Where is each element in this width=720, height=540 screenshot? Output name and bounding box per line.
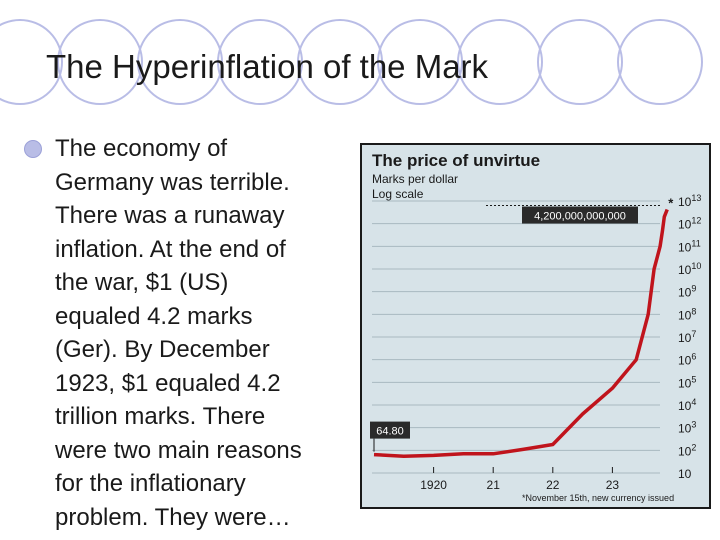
end-value-label: 4,200,000,000,000 — [534, 211, 626, 223]
y-tick-label: 107 — [678, 329, 696, 345]
x-tick-label: 1920 — [420, 478, 447, 492]
y-tick-label: 109 — [678, 284, 696, 300]
y-tick-label: 1010 — [678, 261, 701, 277]
inflation-chart: The price of unvirtue Marks per dollar Log… — [360, 143, 711, 509]
y-tick-label: 1011 — [678, 238, 701, 254]
body-line: Germany was terrible. — [55, 168, 290, 196]
series-line — [373, 208, 669, 458]
x-tick-label: 22 — [546, 478, 560, 492]
bullet-icon — [24, 140, 42, 158]
body-line: the war, $1 (US) — [55, 269, 229, 296]
notebook-rings-decoration — [0, 19, 703, 105]
y-tick-label: 102 — [678, 442, 696, 458]
body-line: for the inflationary — [55, 470, 246, 497]
y-tick-label: 1012 — [678, 216, 701, 232]
body-line: trillion marks. There — [55, 403, 266, 430]
chart-subtitle: Marks per dollar — [372, 172, 458, 186]
slide-body-text: The economy of Germany was terrible. There… — [55, 132, 355, 534]
slide-title: The Hyperinflation of the Mark — [46, 48, 489, 85]
y-tick-label: 105 — [678, 374, 696, 390]
chart-footnote: *November 15th, new currency issued — [522, 493, 674, 503]
body-line: (Ger). By December — [55, 336, 270, 363]
chart-title: The price of unvirtue — [372, 151, 540, 170]
body-line: There was a runaway — [55, 202, 285, 229]
body-line: The economy of — [55, 135, 228, 162]
body-line: equaled 4.2 marks — [55, 302, 253, 330]
start-label-box — [370, 421, 410, 439]
chart-svg: The price of unvirtue Marks per dollarLog… — [360, 143, 711, 509]
x-tick-label: 21 — [487, 478, 501, 492]
body-line: problem. They were… — [55, 503, 291, 531]
y-tick-label: 103 — [678, 420, 696, 436]
body-line: inflation. At the end of — [55, 235, 286, 263]
end-label-box — [522, 206, 638, 224]
y-tick-label: 106 — [678, 352, 696, 368]
y-tick-label: 10 — [678, 467, 692, 481]
end-asterisk: * — [668, 196, 674, 211]
body-line: were two main reasons — [55, 436, 302, 464]
y-tick-label: 108 — [678, 306, 696, 322]
x-tick-label: 23 — [606, 478, 620, 492]
y-tick-label: 1013 — [678, 193, 701, 209]
start-value-label: 64.80 — [376, 426, 404, 438]
y-tick-label: 104 — [678, 397, 696, 413]
body-line: 1923, $1 equaled 4.2 — [55, 369, 281, 397]
chart-scale-note: Log scale — [372, 187, 424, 201]
